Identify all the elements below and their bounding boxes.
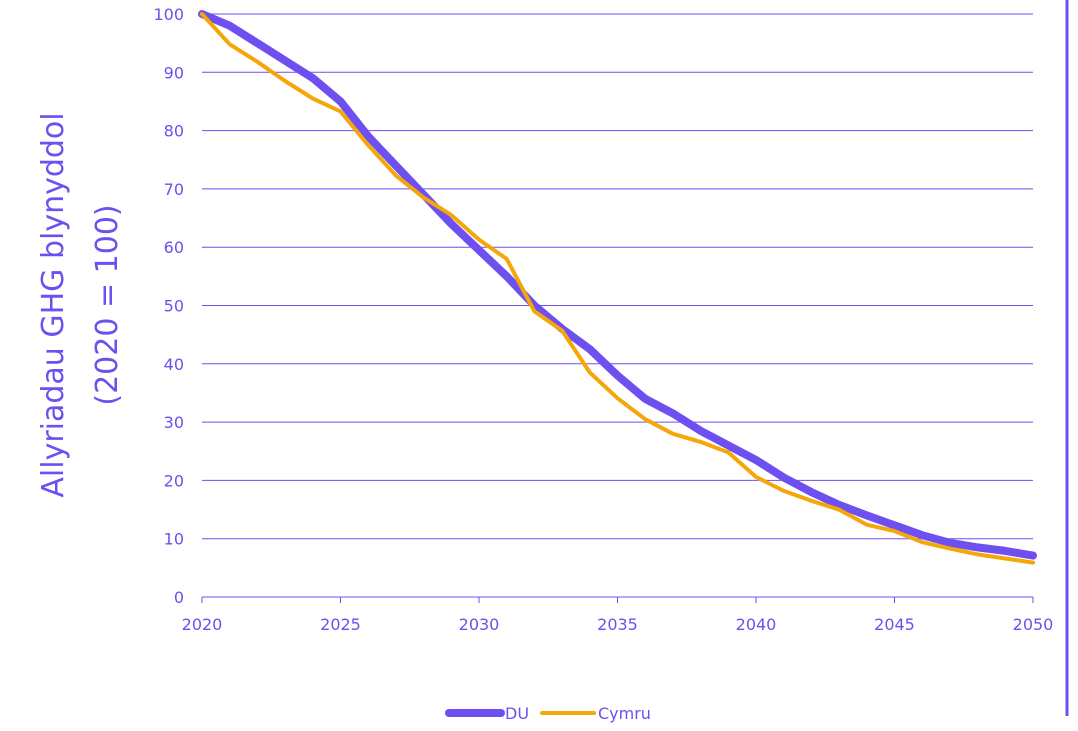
- y-tick-label: 80: [164, 122, 184, 141]
- legend-label-du: DU: [505, 704, 529, 723]
- y-axis-ticks: 0 10 20 30 40 50 60 70 80 90 100: [153, 5, 184, 607]
- gridlines: [202, 13, 1033, 598]
- y-tick-label: 70: [164, 180, 184, 199]
- y-tick-label: 100: [153, 5, 184, 24]
- y-axis-label-line-1: Allyriadau GHG blynyddol: [36, 112, 71, 497]
- y-axis-label-line-2: (2020 = 100): [90, 204, 125, 405]
- x-tick-label: 2030: [459, 615, 500, 634]
- x-tick-label: 2025: [320, 615, 361, 634]
- y-tick-label: 30: [164, 413, 184, 432]
- x-axis-ticks: 2020 2025 2030 2035 2040 2045 2050: [182, 597, 1054, 634]
- y-tick-label: 0: [174, 588, 184, 607]
- series-line-cymru: [200, 12, 1035, 565]
- y-tick-label: 40: [164, 355, 184, 374]
- x-tick-label: 2035: [597, 615, 638, 634]
- y-tick-label: 90: [164, 63, 184, 82]
- legend: DU Cymru: [445, 704, 651, 723]
- x-tick-label: 2020: [182, 615, 223, 634]
- x-tick-label: 2040: [736, 615, 777, 634]
- y-tick-label: 50: [164, 297, 184, 316]
- legend-label-cymru: Cymru: [598, 704, 651, 723]
- y-tick-label: 10: [164, 530, 184, 549]
- y-tick-label: 60: [164, 238, 184, 257]
- series-lines: [198, 10, 1037, 565]
- x-tick-label: 2045: [874, 615, 915, 634]
- x-tick-label: 2050: [1013, 615, 1054, 634]
- series-line-du: [198, 10, 1037, 560]
- y-tick-label: 20: [164, 471, 184, 490]
